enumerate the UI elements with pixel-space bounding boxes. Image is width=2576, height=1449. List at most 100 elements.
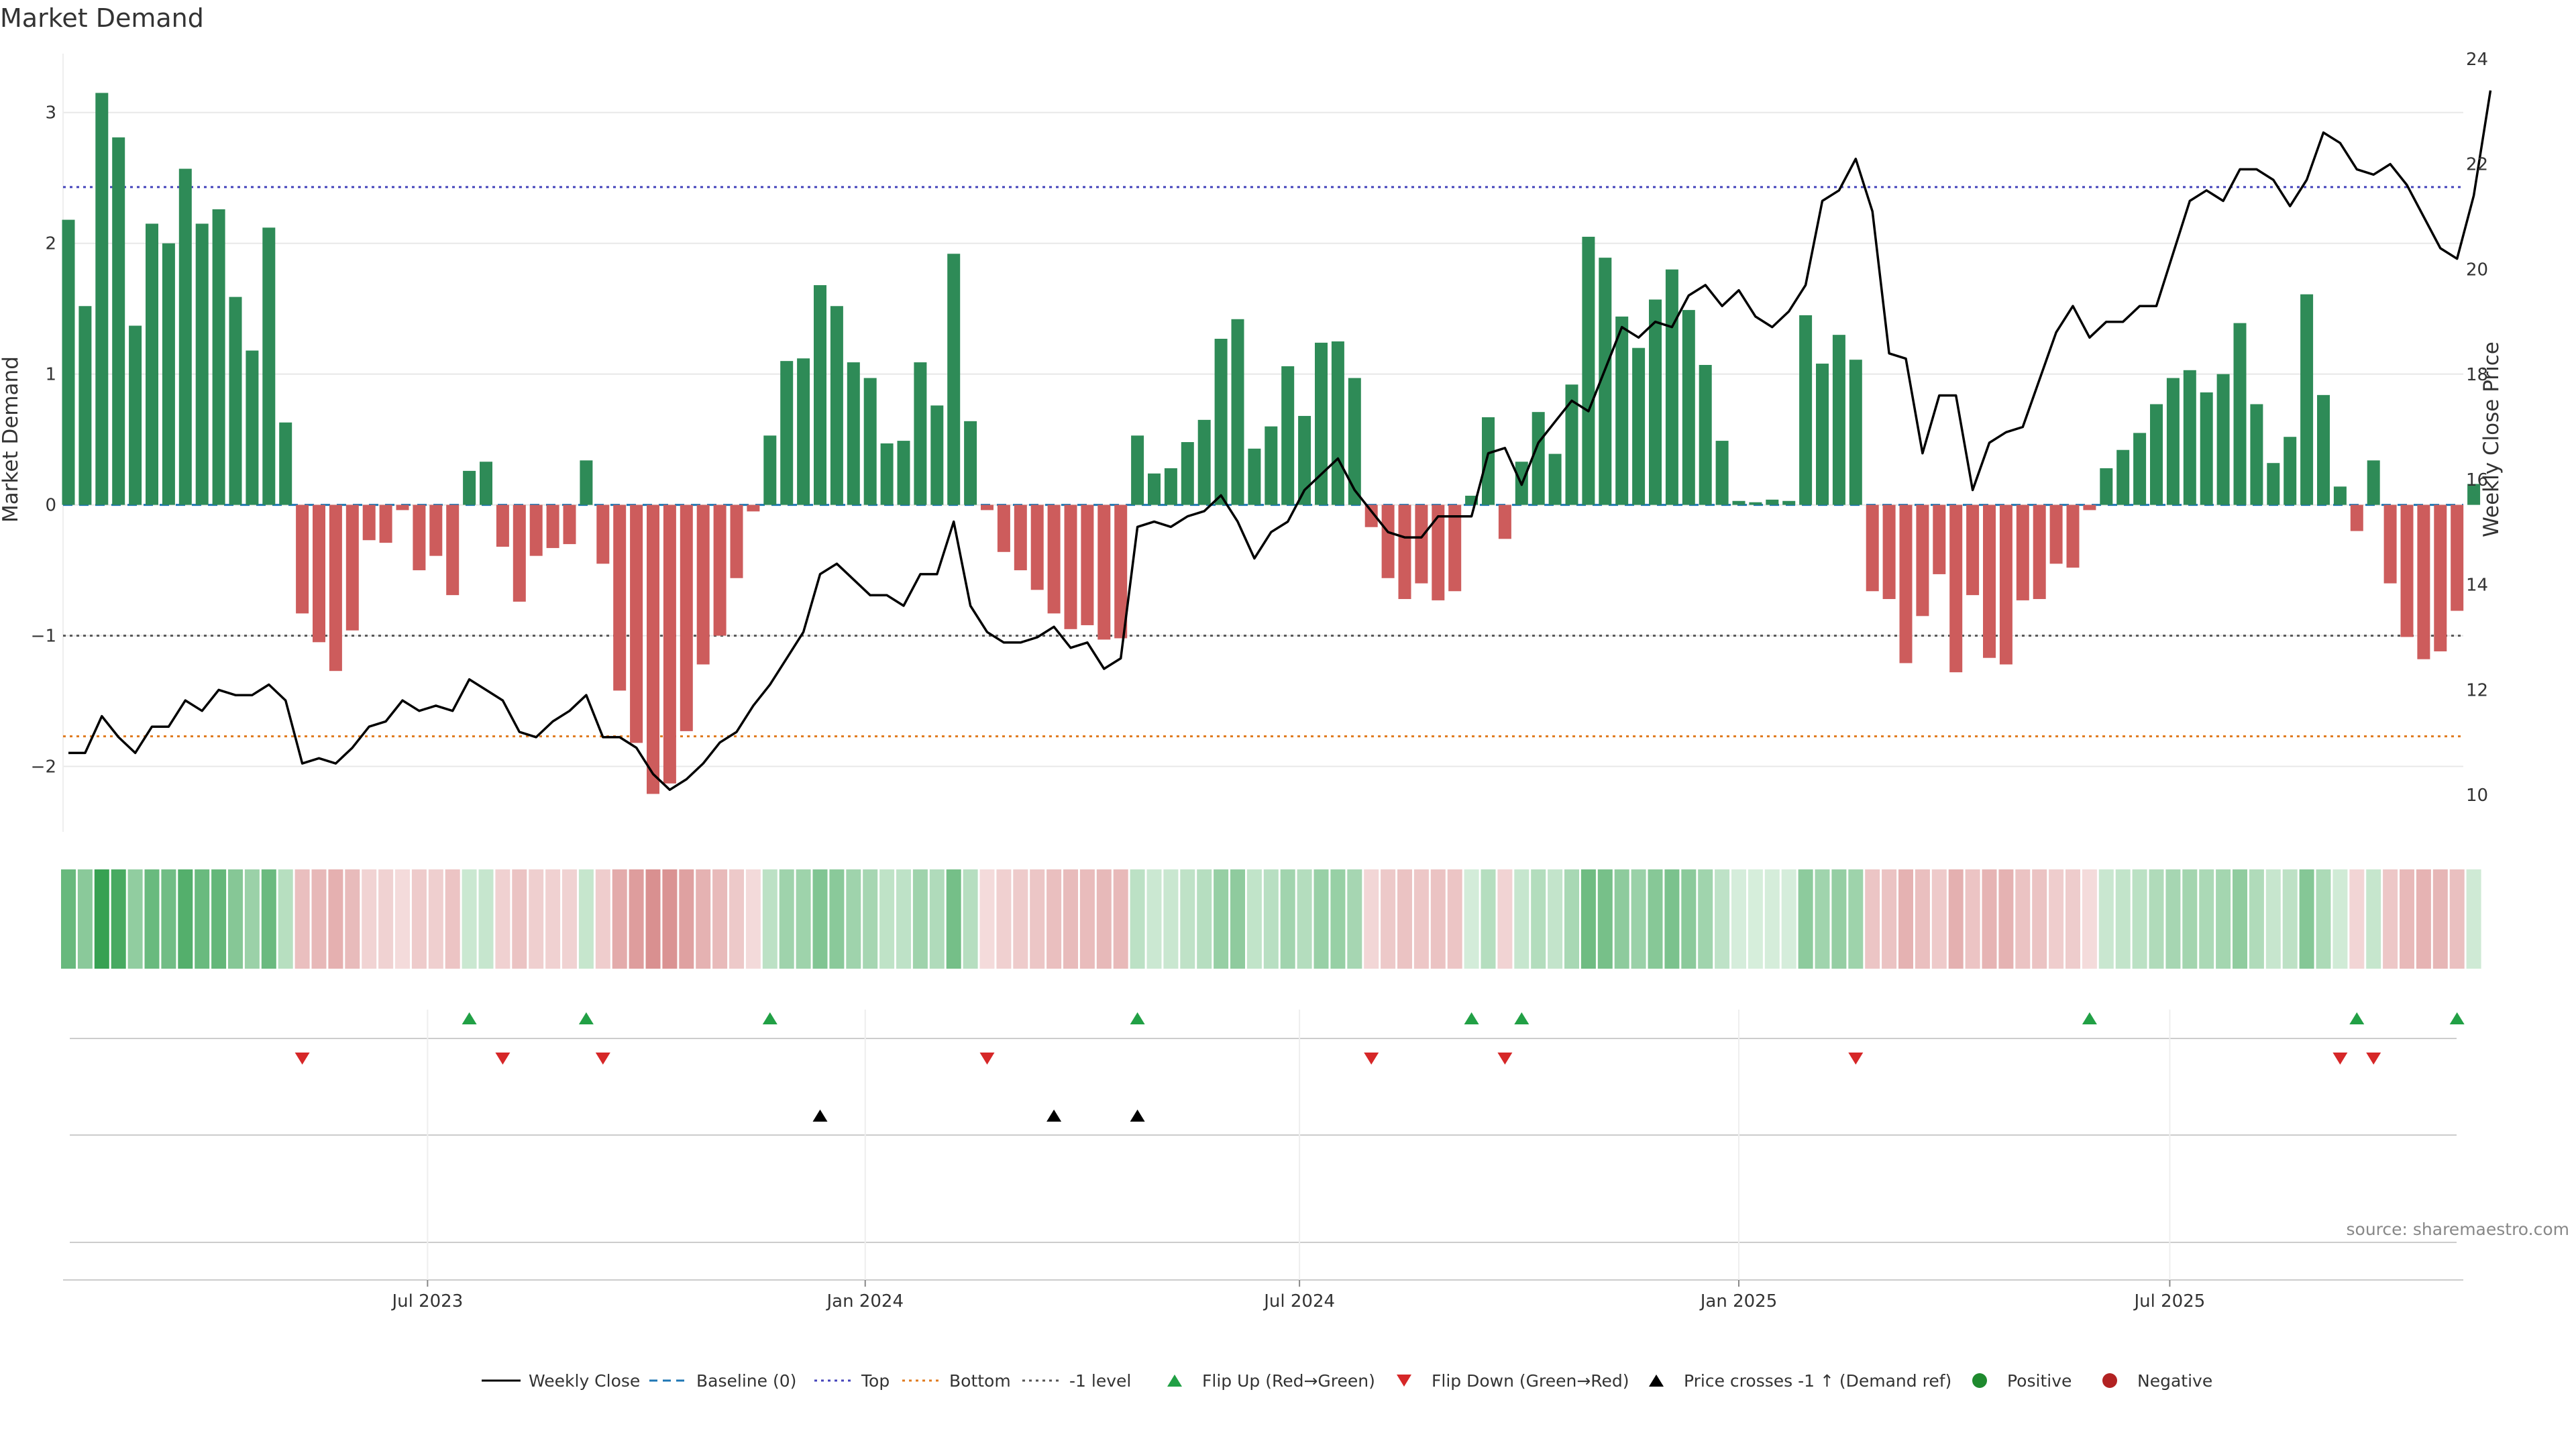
- demand-heat-cell: [2299, 869, 2314, 969]
- demand-heat-cell: [712, 869, 728, 969]
- demand-bar: [2116, 449, 2130, 505]
- price-cross-marker: [1130, 1110, 1145, 1122]
- demand-bar: [863, 378, 877, 505]
- demand-heat-cell: [696, 869, 711, 969]
- demand-heat-cell: [929, 869, 945, 969]
- demand-heat-cell: [1313, 869, 1329, 969]
- x-tick-label: Jan 2024: [825, 1291, 904, 1311]
- legend-swatch: [1649, 1375, 1664, 1387]
- demand-bar: [1949, 504, 1963, 673]
- demand-bar: [1248, 448, 1261, 505]
- demand-bar: [329, 504, 342, 672]
- demand-bar: [1081, 504, 1094, 625]
- demand-heat-cell: [529, 869, 544, 969]
- demand-bar: [763, 435, 777, 505]
- legend-negative: Negative: [2102, 1371, 2212, 1391]
- demand-heat-cell: [1481, 869, 1496, 969]
- demand-heat-cell: [645, 869, 661, 969]
- demand-bar: [847, 362, 860, 505]
- demand-heat-cell: [462, 869, 477, 969]
- demand-bar: [2016, 504, 2029, 600]
- legend-swatch: [1972, 1373, 1987, 1388]
- demand-bar: [246, 350, 259, 505]
- flip-up-marker: [1514, 1012, 1529, 1024]
- demand-bar: [2133, 433, 2147, 505]
- demand-bar: [362, 504, 376, 541]
- demand-bar: [2383, 504, 2397, 584]
- demand-bar: [1665, 269, 1678, 505]
- demand-bar: [1030, 504, 1044, 590]
- demand-heat-cell: [2383, 869, 2398, 969]
- demand-bar: [2417, 504, 2430, 659]
- flip-up-marker: [2349, 1012, 2365, 1024]
- demand-heat-cell: [1531, 869, 1546, 969]
- demand-heat-cell: [679, 869, 694, 969]
- demand-heat-cell: [1280, 869, 1295, 969]
- x-tick-label: Jan 2025: [1699, 1291, 1778, 1311]
- legend-positive: Positive: [1972, 1371, 2072, 1391]
- legend-label: Bottom: [949, 1371, 1011, 1391]
- demand-bar: [1715, 441, 1729, 505]
- demand-heat-cell: [946, 869, 961, 969]
- demand-heat-cell: [1096, 869, 1112, 969]
- demand-bar: [546, 504, 559, 548]
- demand-bar: [2100, 468, 2113, 505]
- demand-heat-cell: [2165, 869, 2181, 969]
- demand-bar: [429, 504, 443, 556]
- demand-bar: [1999, 504, 2012, 665]
- demand-bar: [1398, 504, 1411, 599]
- y-tick-label: 1: [45, 365, 56, 385]
- demand-heat-cell: [1046, 869, 1062, 969]
- demand-bar: [780, 361, 794, 505]
- demand-bar: [1315, 342, 1328, 505]
- flip-up-marker: [1130, 1012, 1145, 1024]
- demand-bar: [1933, 504, 1946, 574]
- demand-heat-cell: [1882, 869, 1897, 969]
- demand-bar: [1849, 360, 1862, 505]
- y2-tick-label: 12: [2466, 680, 2488, 700]
- demand-heat-cell: [779, 869, 794, 969]
- demand-heat-cell: [1748, 869, 1763, 969]
- demand-heat-cell: [879, 869, 895, 969]
- demand-heat-cell: [1831, 869, 1847, 969]
- flip-down-marker: [2366, 1053, 2381, 1065]
- demand-bar: [1832, 335, 1845, 505]
- demand-heat-cell: [1648, 869, 1663, 969]
- demand-heat-cell: [1130, 869, 1145, 969]
- demand-heat-cell: [595, 869, 610, 969]
- demand-heat-cell: [762, 869, 777, 969]
- demand-heat-cell: [1146, 869, 1162, 969]
- demand-bar: [262, 227, 276, 505]
- demand-heat-cell: [2366, 869, 2381, 969]
- demand-heat-cell: [996, 869, 1012, 969]
- demand-bar: [2216, 374, 2230, 505]
- demand-bar: [1281, 366, 1295, 505]
- demand-bar: [1298, 416, 1311, 505]
- demand-bar: [129, 325, 142, 505]
- demand-bar: [1432, 504, 1445, 600]
- demand-heat-cell: [2265, 869, 2281, 969]
- demand-heat-cell: [1413, 869, 1429, 969]
- demand-heat-cell: [1230, 869, 1245, 969]
- demand-bar: [1682, 310, 1695, 505]
- demand-bar: [480, 462, 492, 505]
- y2-axis-label: Weekly Close Price: [2479, 341, 2504, 537]
- demand-heat-cell: [1865, 869, 1880, 969]
- demand-heat-cell: [1848, 869, 1864, 969]
- demand-bar: [1966, 504, 1980, 596]
- demand-heat-cell: [612, 869, 627, 969]
- demand-bar: [1348, 378, 1361, 505]
- demand-heat-cell: [1664, 869, 1680, 969]
- demand-heat-cell: [1330, 869, 1346, 969]
- demand-heat-cell: [2098, 869, 2114, 969]
- demand-heat-cell: [512, 869, 527, 969]
- demand-heat-cell: [1781, 869, 1796, 969]
- demand-heat-cell: [1614, 869, 1629, 969]
- legend-price-crosses-1-demand-ref: Price crosses -1 ↑ (Demand ref): [1649, 1371, 1951, 1391]
- demand-bar: [1381, 504, 1395, 578]
- y2-tick-label: 22: [2466, 155, 2488, 175]
- demand-bar: [2200, 392, 2213, 505]
- demand-heat-cell: [1297, 869, 1312, 969]
- x-tick-label: Jul 2023: [390, 1291, 463, 1311]
